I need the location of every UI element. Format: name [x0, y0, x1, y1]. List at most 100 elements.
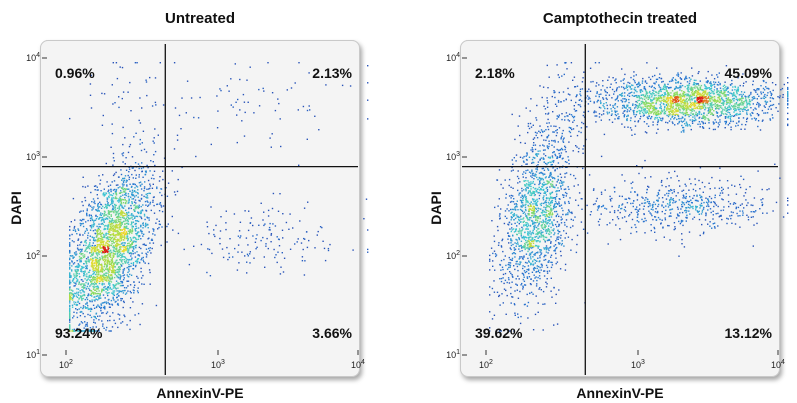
data-point	[126, 232, 129, 235]
data-point	[543, 145, 545, 147]
data-point	[614, 104, 616, 106]
data-point	[131, 230, 134, 233]
data-point	[69, 257, 71, 259]
data-point	[110, 278, 112, 281]
data-point	[652, 89, 654, 92]
data-point	[578, 192, 581, 194]
data-point	[97, 292, 100, 295]
data-point	[115, 284, 117, 287]
data-point	[562, 194, 564, 196]
data-point	[119, 276, 122, 279]
data-point	[550, 290, 552, 292]
data-point	[98, 276, 101, 278]
data-point	[596, 115, 598, 117]
data-point	[719, 192, 722, 194]
data-point	[82, 210, 84, 212]
data-point	[550, 171, 552, 174]
data-point	[501, 293, 503, 295]
data-point	[560, 176, 563, 179]
data-point	[643, 205, 645, 207]
data-point	[119, 234, 121, 236]
data-point	[664, 219, 667, 221]
data-point	[89, 225, 91, 227]
data-point	[101, 269, 103, 271]
data-point	[634, 133, 636, 135]
data-point	[562, 209, 564, 212]
data-point	[690, 183, 692, 185]
data-point	[96, 248, 98, 250]
data-point	[538, 223, 540, 226]
data-point	[532, 148, 534, 151]
data-point	[138, 206, 140, 208]
data-point	[134, 228, 136, 230]
data-point	[129, 230, 131, 232]
data-point	[134, 187, 136, 189]
data-point	[116, 239, 119, 241]
data-point	[554, 200, 557, 202]
data-point	[685, 220, 687, 222]
data-point	[678, 121, 680, 124]
data-point	[618, 117, 620, 120]
data-point	[123, 267, 126, 270]
data-point	[512, 234, 514, 236]
data-point	[598, 113, 601, 115]
data-point	[555, 252, 557, 255]
data-point	[111, 219, 113, 221]
data-point	[521, 194, 523, 197]
data-point	[112, 200, 114, 203]
data-point	[568, 113, 571, 115]
data-point	[138, 119, 140, 122]
data-point	[137, 287, 139, 289]
data-point	[115, 245, 118, 248]
data-point	[529, 256, 532, 258]
data-point	[113, 246, 116, 249]
data-point	[629, 198, 631, 200]
data-point	[99, 250, 101, 253]
data-point	[552, 208, 555, 210]
data-point	[616, 88, 618, 90]
data-point	[561, 75, 563, 77]
data-point	[130, 274, 133, 276]
data-point	[568, 130, 571, 133]
data-point	[534, 144, 537, 146]
data-point	[135, 222, 137, 225]
data-point	[618, 195, 621, 197]
data-point	[269, 222, 271, 225]
data-point	[538, 265, 540, 268]
data-point	[636, 83, 638, 86]
data-point	[530, 283, 532, 286]
data-point	[123, 231, 125, 234]
data-point	[751, 118, 753, 120]
data-point	[644, 131, 647, 133]
data-point	[571, 115, 574, 118]
data-point	[137, 212, 140, 215]
data-point	[102, 259, 105, 261]
data-point	[70, 296, 72, 299]
data-point	[638, 172, 640, 175]
data-point	[71, 265, 73, 267]
data-point	[112, 312, 114, 314]
data-point	[702, 127, 705, 129]
data-point	[553, 160, 555, 162]
data-point	[155, 304, 158, 307]
data-point	[535, 285, 538, 287]
data-point	[90, 307, 92, 310]
data-point	[515, 278, 517, 280]
data-point	[79, 290, 81, 292]
data-point	[512, 252, 515, 254]
data-point	[721, 186, 723, 189]
data-point	[526, 215, 528, 217]
data-point	[671, 189, 673, 191]
data-point	[294, 82, 296, 84]
data-point	[752, 103, 754, 105]
data-point	[98, 210, 100, 212]
data-point	[752, 80, 754, 82]
data-point	[117, 304, 120, 306]
data-point	[98, 244, 100, 246]
data-point	[249, 253, 251, 255]
data-point	[759, 208, 761, 210]
data-point	[81, 295, 83, 297]
data-point	[210, 143, 212, 146]
data-point	[648, 115, 650, 117]
